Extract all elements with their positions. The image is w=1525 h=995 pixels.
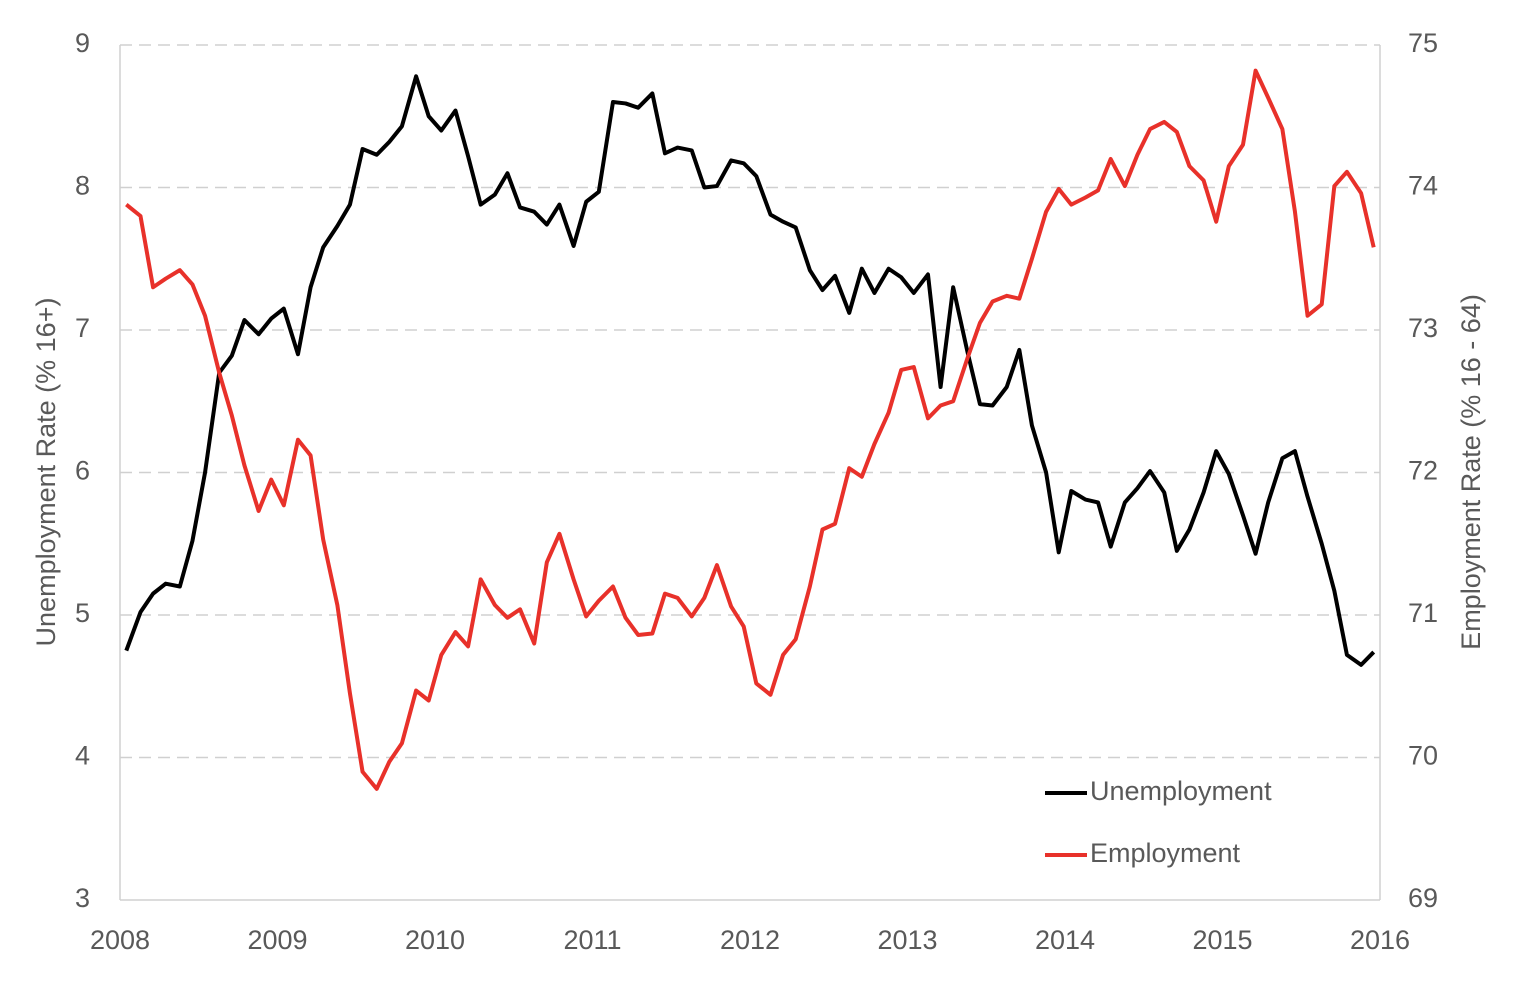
y2-tick-label: 73 xyxy=(1408,313,1438,343)
line-series xyxy=(125,68,1376,791)
x-tick-label: 2015 xyxy=(1192,925,1252,955)
y-tick-label: 7 xyxy=(75,313,90,343)
y-tick-label: 3 xyxy=(75,883,90,913)
x-tick-label: 2010 xyxy=(405,925,465,955)
y-axis-title: Unemployment Rate (% 16+) xyxy=(31,298,61,647)
x-tick-label: 2016 xyxy=(1350,925,1410,955)
y-tick-label: 9 xyxy=(75,28,90,58)
y2-tick-label: 75 xyxy=(1408,28,1438,58)
x-tick-label: 2011 xyxy=(563,925,621,955)
y-tick-label: 6 xyxy=(75,456,90,486)
x-tick-label: 2008 xyxy=(90,925,150,955)
y2-tick-label: 70 xyxy=(1408,741,1438,771)
y2-tick-label: 74 xyxy=(1408,171,1438,201)
y2-tick-label: 71 xyxy=(1408,598,1438,628)
x-tick-label: 2012 xyxy=(720,925,780,955)
legend-label: Unemployment xyxy=(1090,776,1272,806)
y2-tick-label: 69 xyxy=(1408,883,1438,913)
x-tick-label: 2009 xyxy=(247,925,307,955)
line-series xyxy=(124,74,1376,667)
legend-label: Employment xyxy=(1090,838,1241,868)
y2-axis-title: Employment Rate (% 16 - 64) xyxy=(1456,294,1486,650)
y2-tick-label: 72 xyxy=(1408,456,1438,486)
y-tick-label: 8 xyxy=(75,171,90,201)
y-tick-label: 5 xyxy=(75,598,90,628)
y-tick-label: 4 xyxy=(75,741,90,771)
x-tick-label: 2014 xyxy=(1035,925,1095,955)
x-tick-label: 2013 xyxy=(877,925,937,955)
